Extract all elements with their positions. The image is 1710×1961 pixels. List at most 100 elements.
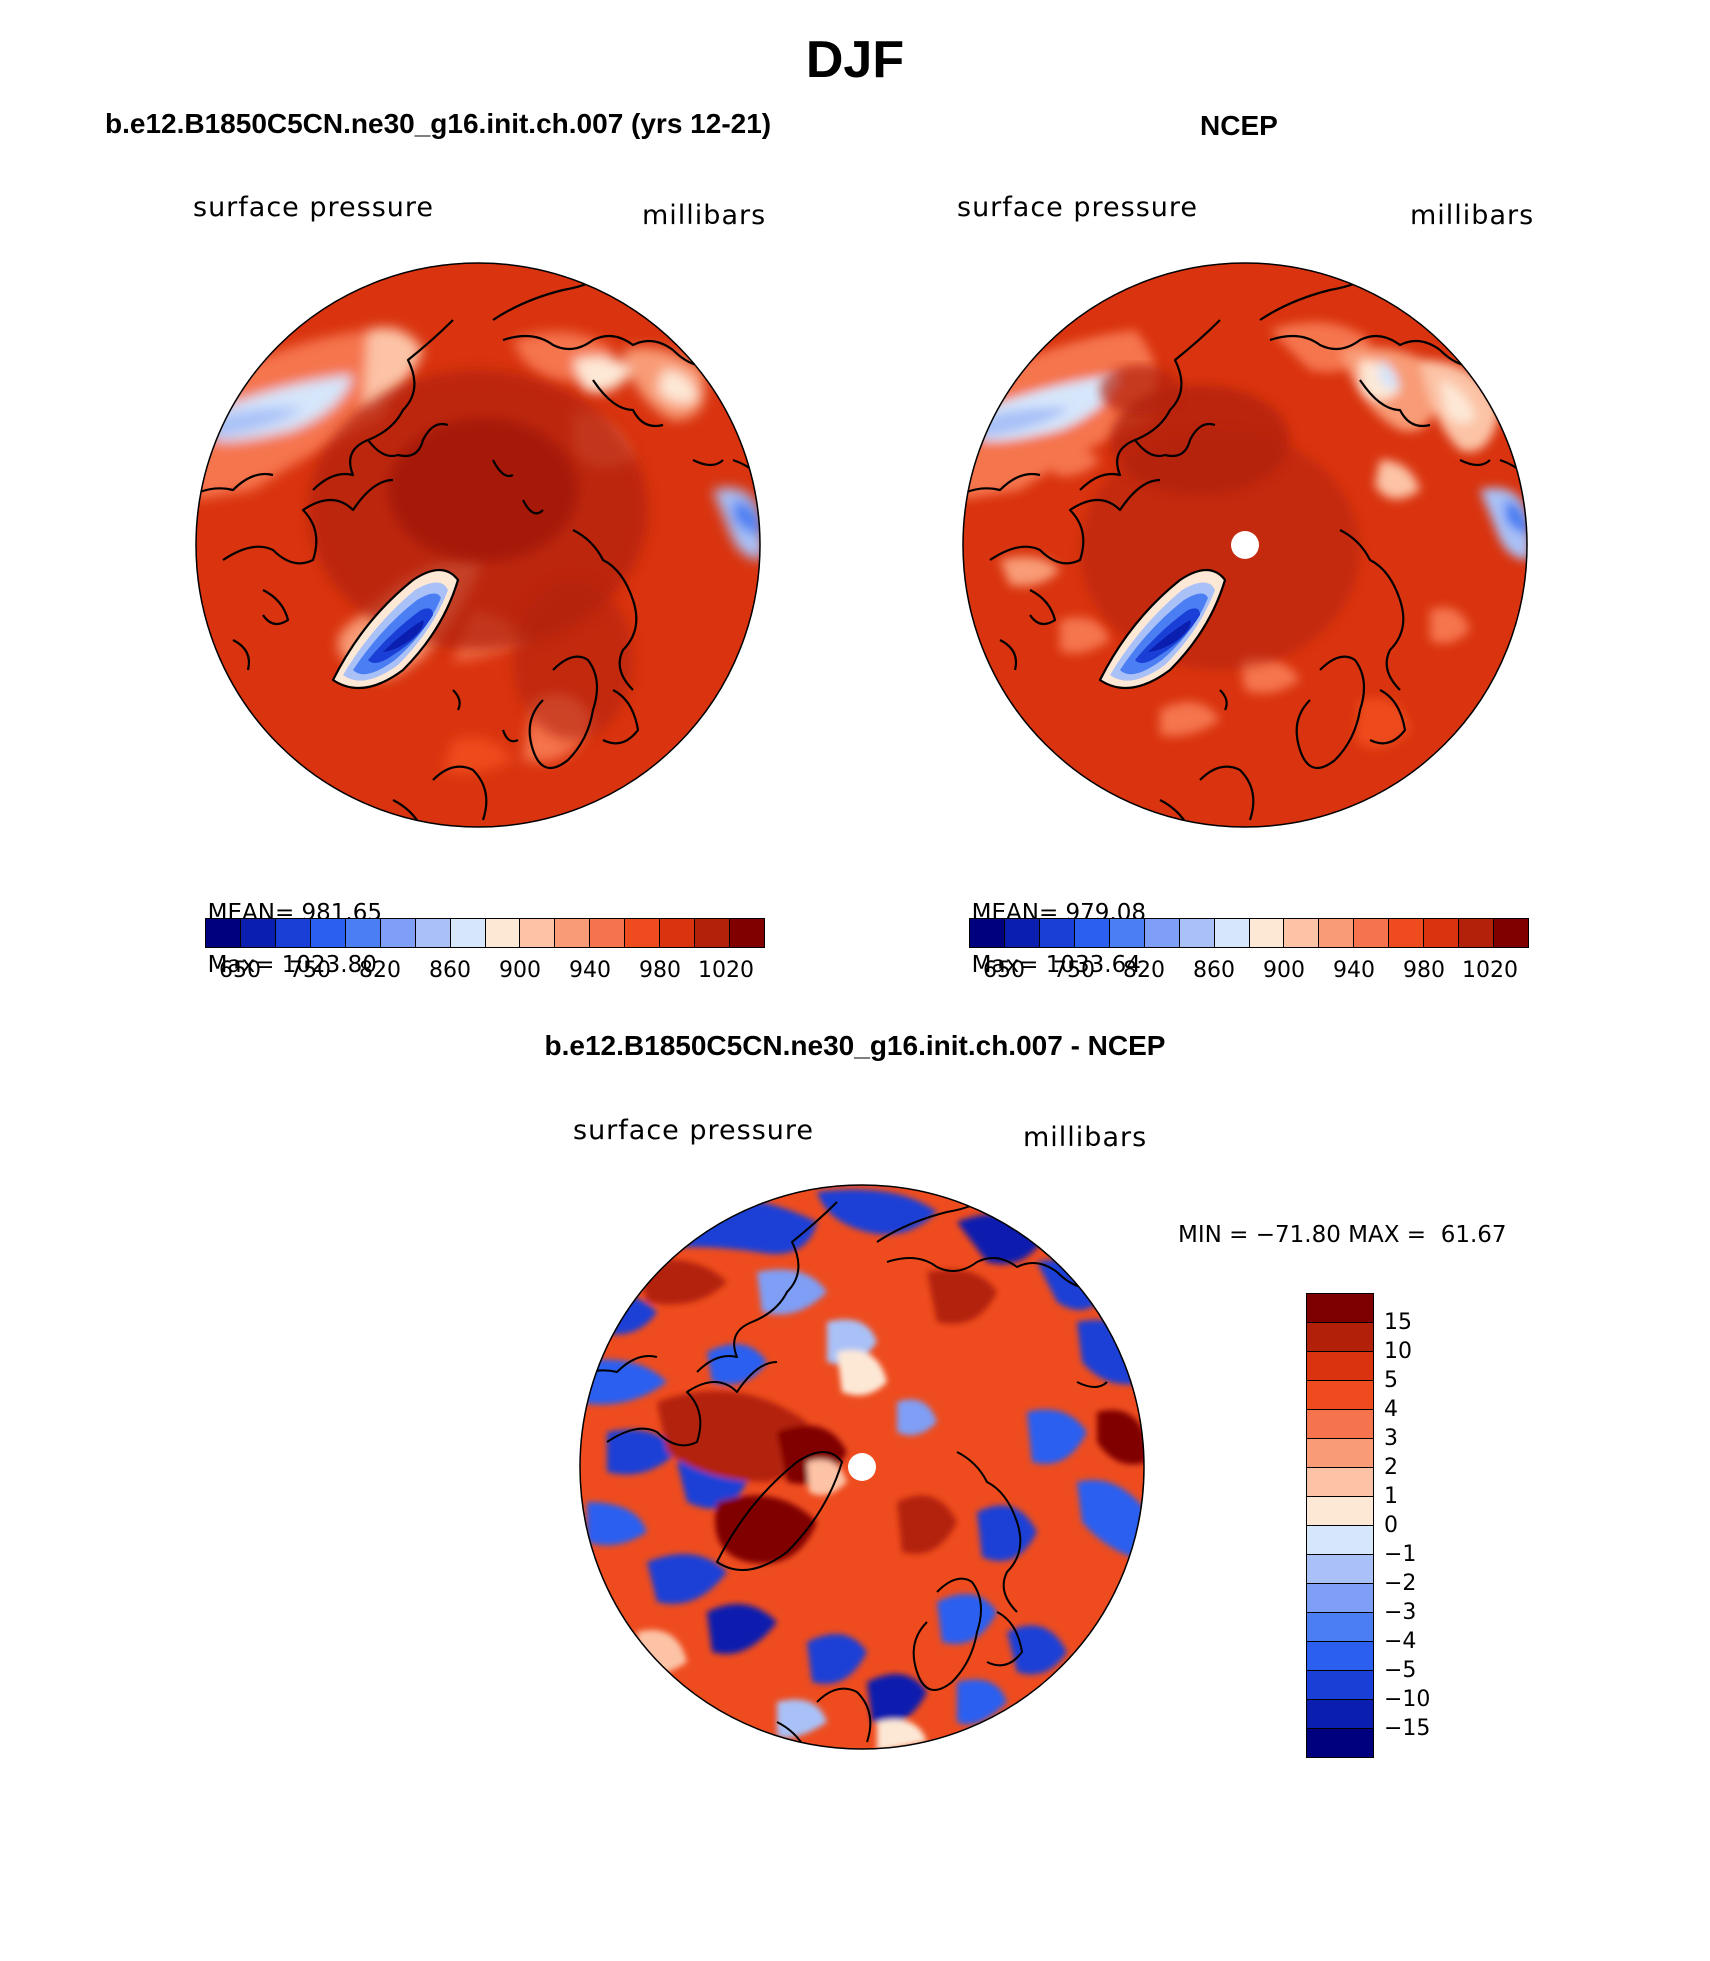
- colorbar-swatch: [1144, 919, 1180, 947]
- colorbar-swatch: [1354, 919, 1390, 947]
- tick: 15: [1384, 1310, 1412, 1335]
- tick: 940: [1333, 958, 1375, 983]
- panel1-title: b.e12.B1850C5CN.ne30_g16.init.ch.007 (yr…: [105, 108, 772, 139]
- colorbar-swatch: [1307, 1613, 1373, 1642]
- colorbar-swatch: [625, 919, 661, 947]
- colorbar-swatch: [240, 919, 276, 947]
- tick: 900: [499, 958, 541, 983]
- panel2-colorbar-labels: 650 750 820 860 900 940 980 1020: [969, 958, 1527, 984]
- colorbar-swatch: [590, 919, 626, 947]
- tick: 750: [289, 958, 331, 983]
- colorbar-swatch: [1307, 1671, 1373, 1700]
- tick: 5: [1384, 1368, 1398, 1393]
- colorbar-swatch: [1389, 919, 1425, 947]
- tick: 820: [1123, 958, 1165, 983]
- panel1-max: Max= 1023.80: [207, 952, 377, 978]
- tick: 860: [1193, 958, 1235, 983]
- tick: −15: [1384, 1716, 1431, 1741]
- panel2-variable-label: surface pressure: [957, 192, 1198, 223]
- colorbar-swatch: [485, 919, 521, 947]
- tick: 650: [983, 958, 1025, 983]
- colorbar-swatch: [1307, 1497, 1373, 1526]
- colorbar-swatch: [1307, 1700, 1373, 1729]
- tick: 650: [219, 958, 261, 983]
- panel3-minmax: MIN = −71.80 MAX = 61.67: [1178, 1222, 1507, 1248]
- colorbar-swatch: [1179, 919, 1215, 947]
- colorbar-swatch: [1307, 1729, 1373, 1757]
- colorbar-swatch: [1494, 919, 1528, 947]
- tick: 860: [429, 958, 471, 983]
- panel2-units-label: millibars: [1410, 200, 1535, 231]
- tick: −5: [1384, 1658, 1417, 1683]
- colorbar-swatch: [1307, 1439, 1373, 1468]
- tick: 3: [1384, 1426, 1398, 1451]
- tick: 900: [1263, 958, 1305, 983]
- colorbar-swatch: [310, 919, 346, 947]
- colorbar-swatch: [1307, 1555, 1373, 1584]
- tick: −10: [1384, 1687, 1431, 1712]
- panel3-colorbar-labels: 15 10 5 4 3 2 1 0 −1 −2 −3 −4 −5 −10 −15: [1384, 1293, 1484, 1763]
- tick: 1020: [698, 958, 754, 983]
- colorbar-swatch: [206, 919, 241, 947]
- panel1-variable-label: surface pressure: [193, 192, 434, 223]
- panel2-max: Max= 1033.64: [971, 952, 1141, 978]
- tick: −2: [1384, 1571, 1417, 1596]
- colorbar-swatch: [1307, 1410, 1373, 1439]
- colorbar-swatch: [1307, 1526, 1373, 1555]
- colorbar-swatch: [1074, 919, 1110, 947]
- tick: −3: [1384, 1600, 1417, 1625]
- tick: 4: [1384, 1397, 1398, 1422]
- tick: 820: [359, 958, 401, 983]
- tick: 940: [569, 958, 611, 983]
- colorbar-swatch: [1307, 1468, 1373, 1497]
- colorbar-swatch: [1424, 919, 1460, 947]
- panel1-colorbar: [205, 918, 765, 948]
- tick: 1020: [1462, 958, 1518, 983]
- colorbar-swatch: [1004, 919, 1040, 947]
- colorbar-swatch: [1039, 919, 1075, 947]
- tick: 10: [1384, 1339, 1412, 1364]
- colorbar-swatch: [730, 919, 764, 947]
- colorbar-swatch: [695, 919, 731, 947]
- colorbar-swatch: [1307, 1294, 1373, 1323]
- tick: 1: [1384, 1484, 1398, 1509]
- colorbar-swatch: [450, 919, 486, 947]
- figure-title: DJF: [805, 31, 905, 89]
- panel3-colorbar: [1306, 1293, 1374, 1758]
- colorbar-swatch: [1109, 919, 1145, 947]
- colorbar-swatch: [275, 919, 311, 947]
- colorbar-swatch: [1319, 919, 1355, 947]
- panel3-variable-label: surface pressure: [573, 1115, 814, 1146]
- colorbar-swatch: [415, 919, 451, 947]
- panel2-polar-map: [962, 262, 1528, 828]
- colorbar-swatch: [1214, 919, 1250, 947]
- colorbar-swatch: [1459, 919, 1495, 947]
- colorbar-swatch: [520, 919, 556, 947]
- colorbar-swatch: [1307, 1352, 1373, 1381]
- tick: 0: [1384, 1513, 1398, 1538]
- tick: 980: [1403, 958, 1445, 983]
- colorbar-swatch: [1249, 919, 1285, 947]
- colorbar-swatch: [1307, 1381, 1373, 1410]
- tick: −1: [1384, 1542, 1417, 1567]
- panel2-colorbar-swatches: [969, 918, 1529, 948]
- colorbar-swatch: [380, 919, 416, 947]
- panel1-units-label: millibars: [642, 200, 767, 231]
- tick: 980: [639, 958, 681, 983]
- colorbar-swatch: [1307, 1584, 1373, 1613]
- colorbar-swatch: [1284, 919, 1320, 947]
- panel3-title: b.e12.B1850C5CN.ne30_g16.init.ch.007 - N…: [544, 1030, 1166, 1061]
- tick: 750: [1053, 958, 1095, 983]
- colorbar-swatch: [970, 919, 1005, 947]
- panel3-polar-map: [579, 1184, 1145, 1750]
- panel1-colorbar-labels: 650 750 820 860 900 940 980 1020: [205, 958, 763, 984]
- colorbar-swatch: [555, 919, 591, 947]
- panel3-colorbar-swatches: [1306, 1293, 1374, 1758]
- tick: 2: [1384, 1455, 1398, 1480]
- panel1-colorbar-swatches: [205, 918, 765, 948]
- colorbar-swatch: [1307, 1642, 1373, 1671]
- panel3-units-label: millibars: [1023, 1122, 1148, 1153]
- panel1-polar-map: [195, 262, 761, 828]
- colorbar-swatch: [345, 919, 381, 947]
- panel2-title: NCEP: [1200, 110, 1278, 141]
